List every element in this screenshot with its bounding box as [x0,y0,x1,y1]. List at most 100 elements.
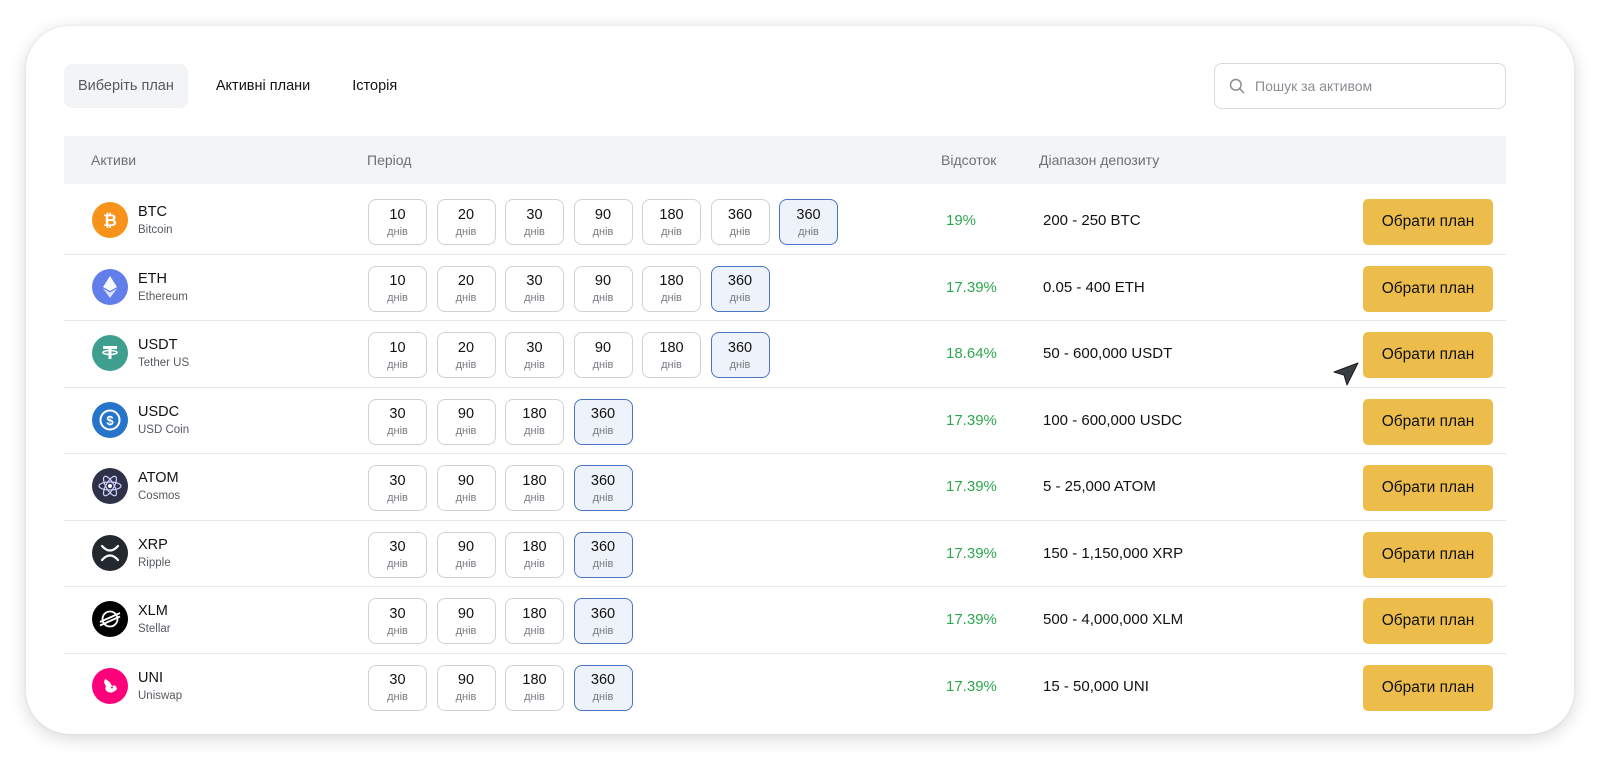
period-option[interactable]: 360 днів [573,598,633,644]
interest-rate: 17.39% [946,611,997,628]
choose-plan-button[interactable]: Обрати план [1363,332,1493,378]
asset-name: Bitcoin [138,224,173,236]
period-unit-label: днів [661,358,682,371]
period-option[interactable]: 30 днів [368,664,427,711]
period-unit-label: днів [387,691,408,703]
period-days-value: 180 [522,539,547,555]
period-days-value: 180 [659,339,684,356]
table-row: ETH Ethereum 10 днів 20 днів 30 днів 90 … [64,255,1506,321]
period-unit-label: днів [524,491,545,504]
period-option[interactable]: 180 днів [642,332,701,378]
period-option[interactable]: 360 днів [710,332,770,378]
period-option[interactable]: 10 днів [368,199,427,245]
period-option[interactable]: 90 днів [436,398,496,445]
period-unit-label: днів [455,292,477,304]
period-option[interactable]: 180 днів [642,199,701,245]
deposit-range: 200 - 250 BTC [1043,212,1141,229]
period-option[interactable]: 20 днів [436,332,496,378]
period-option[interactable]: 360 днів [710,199,770,245]
period-days-value: 30 [389,406,406,422]
period-options: 30 днів 90 днів 180 днів 360 днів [368,398,642,445]
header-period: Період [367,152,412,168]
period-days-value: 180 [522,672,547,688]
table-row: XRP Ripple 30 днів 90 днів 180 днів 360 … [64,521,1506,587]
asset-symbol: XLM [138,603,168,619]
period-option[interactable]: 90 днів [573,332,633,378]
period-option[interactable]: 90 днів [573,265,633,312]
asset-symbol: UNI [138,669,163,686]
period-option[interactable]: 30 днів [368,531,427,578]
asset-symbol: XRP [138,536,168,553]
choose-plan-button[interactable]: Обрати план [1363,531,1493,578]
period-option[interactable]: 360 днів [779,199,838,245]
tab-history[interactable]: Історія [352,78,398,94]
period-option[interactable]: 360 днів [573,465,633,511]
period-option[interactable]: 180 днів [505,531,564,578]
interest-rate: 17.39% [946,677,997,695]
choose-plan-button[interactable]: Обрати план [1363,199,1493,245]
period-unit-label: днів [387,491,408,504]
period-option[interactable]: 90 днів [436,465,496,511]
period-options: 30 днів 90 днів 180 днів 360 днів [368,664,642,711]
choose-plan-button[interactable]: Обрати план [1363,398,1493,445]
period-option[interactable]: 90 днів [436,531,496,578]
period-option[interactable]: 90 днів [436,598,496,644]
period-option[interactable]: 30 днів [368,598,427,644]
period-unit-label: днів [524,292,545,304]
mouse-pointer-icon [1333,362,1359,386]
period-days-value: 360 [727,339,753,356]
period-option[interactable]: 180 днів [505,398,564,445]
tab-active-plans[interactable]: Активні плани [215,78,311,94]
cosmos-icon [92,468,128,504]
svg-text:$: $ [106,413,114,428]
period-unit-label: днів [387,225,408,238]
table-row: $ USDC USD Coin 30 днів 90 днів 180 днів… [64,388,1506,454]
period-unit-label: днів [592,225,614,238]
period-option[interactable]: 20 днів [436,265,496,312]
period-option[interactable]: 10 днів [368,265,427,312]
period-option[interactable]: 30 днів [368,465,427,511]
period-option[interactable]: 180 днів [505,664,564,711]
period-option[interactable]: 30 днів [505,265,564,312]
stellar-icon [92,601,128,637]
table-row: USDT Tether US 10 днів 20 днів 30 днів 9… [64,321,1506,388]
period-option[interactable]: 30 днів [368,398,427,445]
period-option[interactable]: 360 днів [573,398,633,445]
period-days-value: 360 [796,206,821,223]
search-input[interactable] [1255,78,1495,94]
choose-plan-button[interactable]: Обрати план [1363,465,1493,511]
period-days-value: 180 [522,472,547,489]
period-option[interactable]: 360 днів [573,664,633,711]
period-unit-label: днів [455,425,477,437]
choose-plan-button[interactable]: Обрати план [1363,265,1493,312]
search-box[interactable] [1214,63,1506,109]
tab-choose-plan[interactable]: Виберіть план [64,64,188,108]
period-option[interactable]: 90 днів [573,199,633,245]
period-option[interactable]: 180 днів [505,465,564,511]
period-unit-label: днів [387,358,408,371]
period-unit-label: днів [729,292,751,304]
plans-table-body: ₿ BTC Bitcoin 10 днів 20 днів 30 днів 90… [64,188,1506,720]
ripple-icon [92,534,128,571]
period-option[interactable]: 180 днів [505,598,564,644]
choose-plan-button[interactable]: Обрати план [1363,664,1493,711]
period-days-value: 360 [590,472,616,489]
period-option[interactable]: 360 днів [710,265,770,312]
period-option[interactable]: 90 днів [436,664,496,711]
period-days-value: 30 [389,672,406,688]
table-row: UNI Uniswap 30 днів 90 днів 180 днів 360… [64,654,1506,721]
deposit-range: 50 - 600,000 USDT [1043,345,1173,362]
choose-plan-button[interactable]: Обрати план [1363,598,1493,644]
interest-rate: 18.64% [946,345,997,362]
period-option[interactable]: 360 днів [573,531,633,578]
staking-plans-card: Виберіть план Активні плани Історія Акти… [26,26,1574,734]
header-deposit-range: Діапазон депозиту [1039,152,1160,168]
period-option[interactable]: 30 днів [505,199,564,245]
asset-cell: ETH Ethereum [92,268,188,305]
period-unit-label: днів [387,292,408,304]
period-option[interactable]: 10 днів [368,332,427,378]
period-option[interactable]: 20 днів [436,199,496,245]
period-days-value: 90 [457,406,475,422]
period-option[interactable]: 30 днів [505,332,564,378]
period-option[interactable]: 180 днів [642,265,701,312]
